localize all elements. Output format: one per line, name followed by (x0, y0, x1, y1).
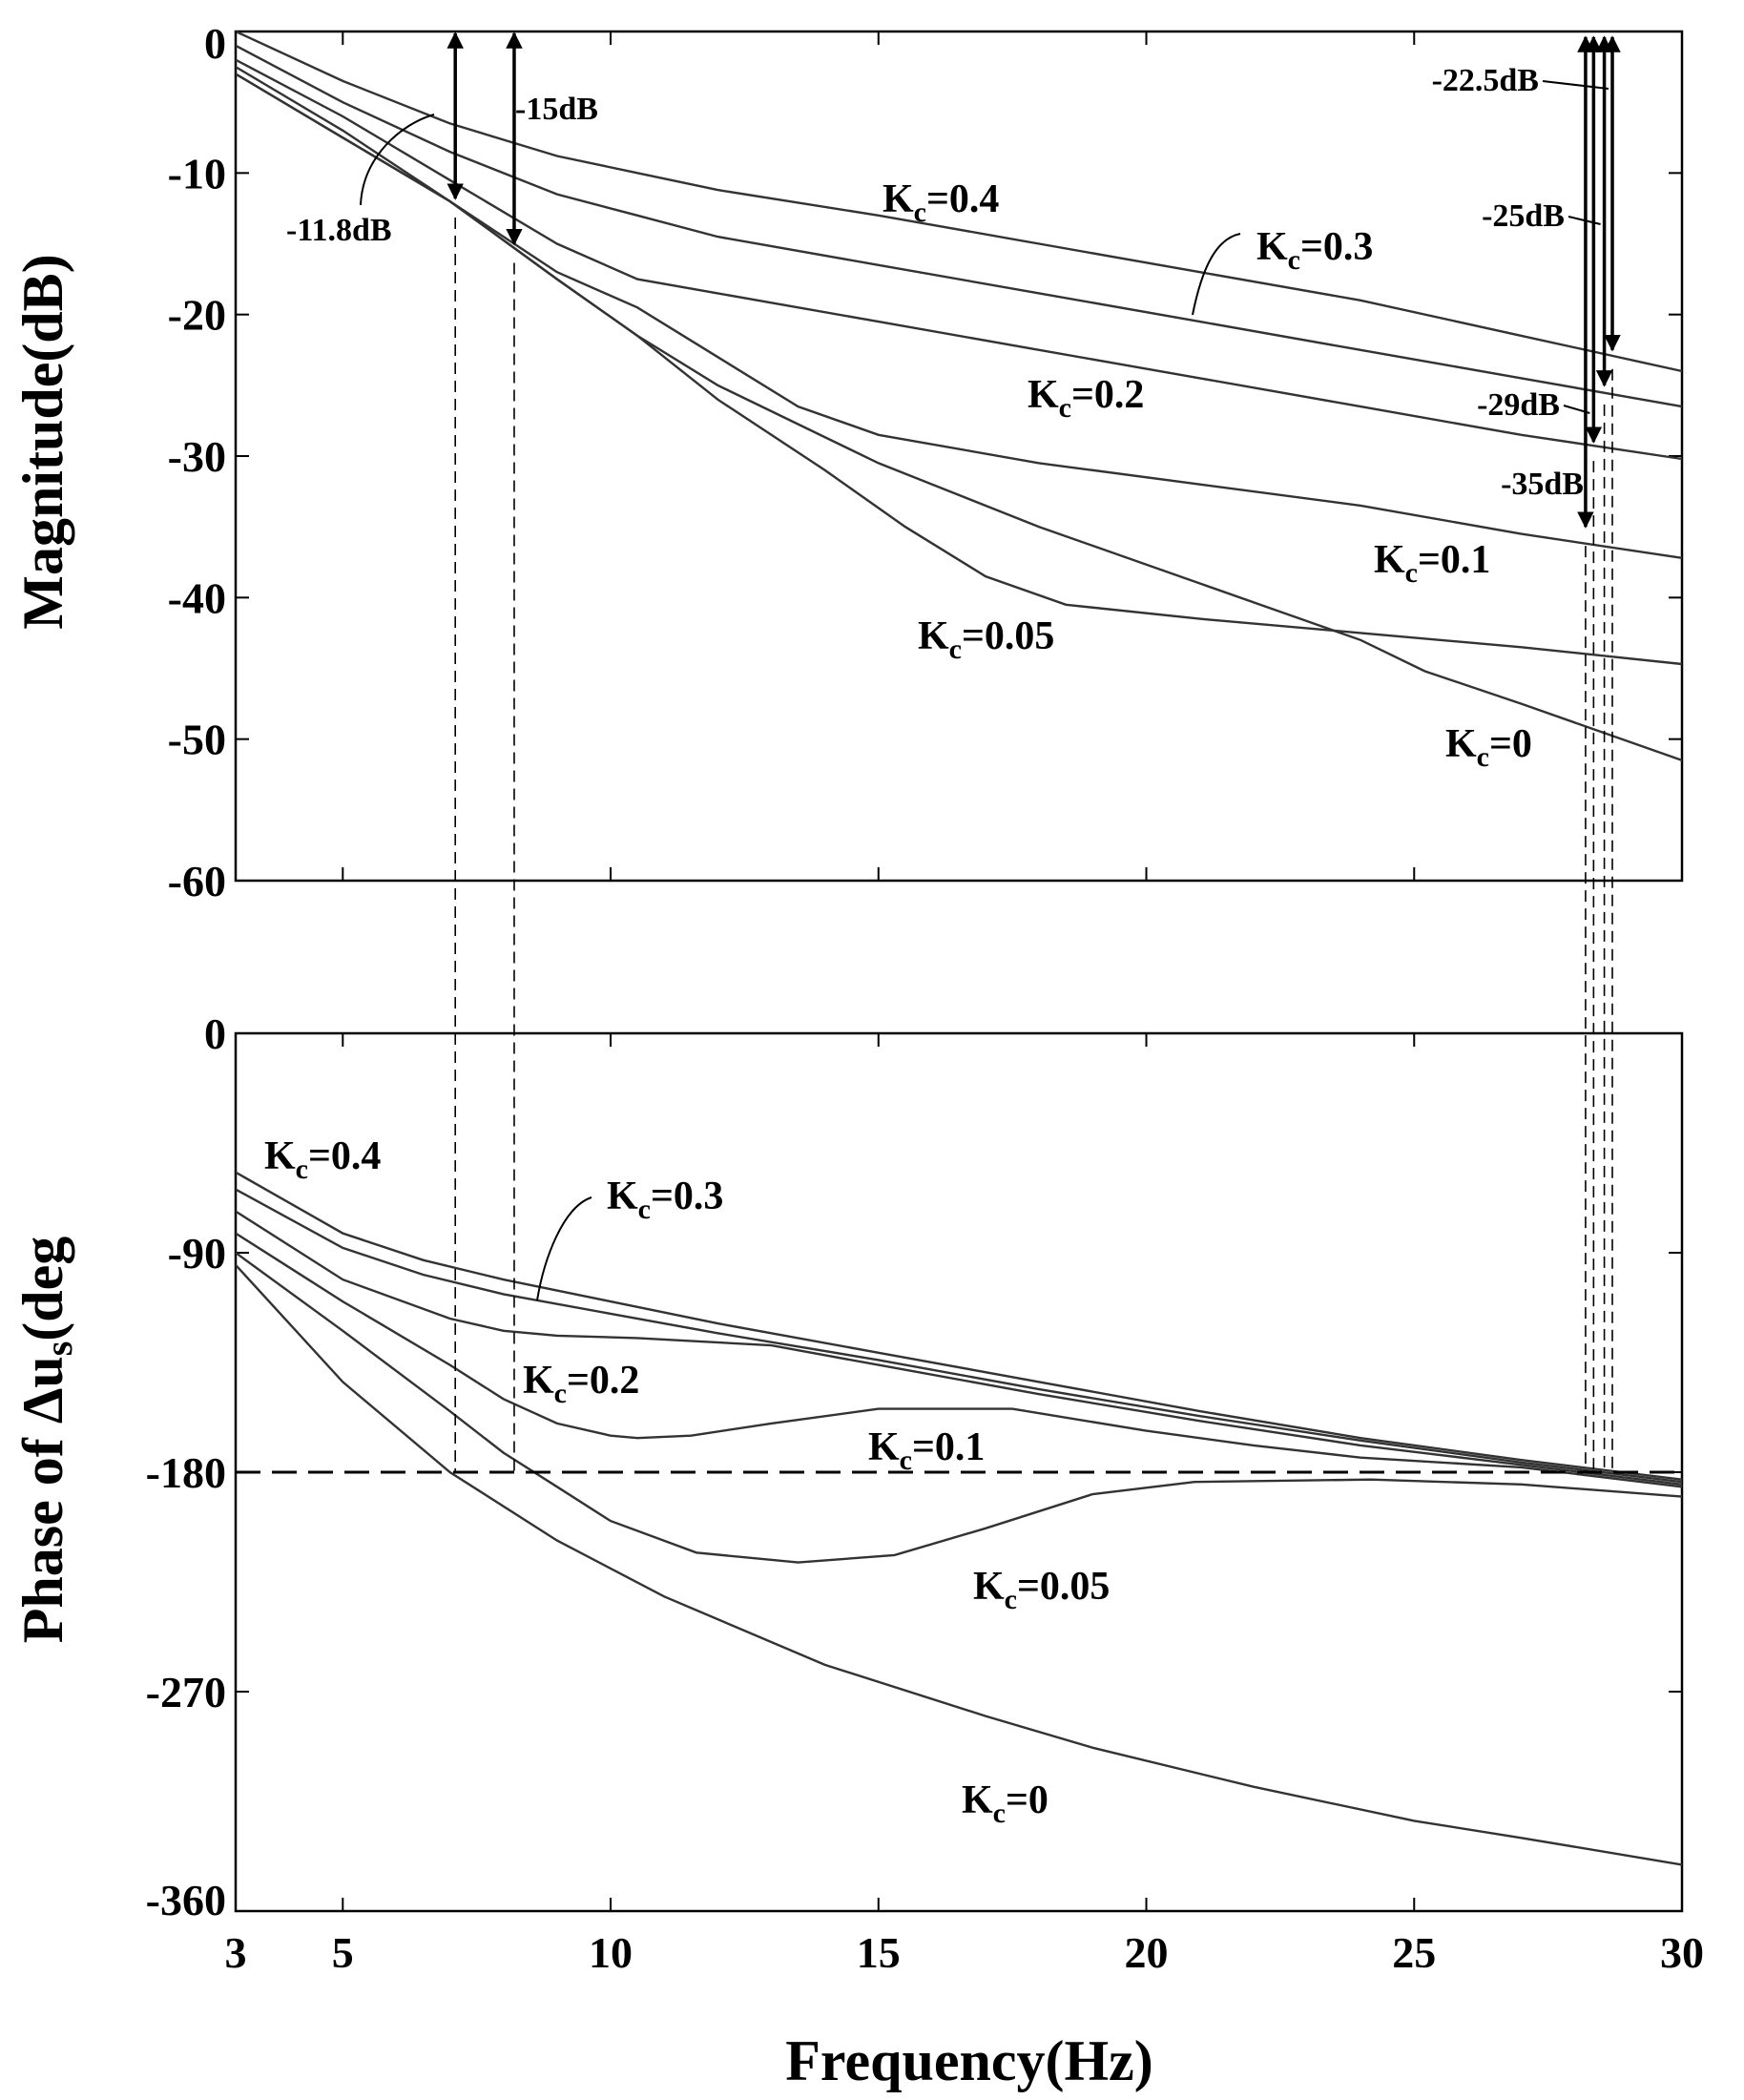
phase-axis-title: Phase of Δus(deg (11, 1237, 80, 1644)
x-tick-label: 10 (589, 1928, 633, 1977)
mag-y-tick-label: -40 (168, 573, 226, 622)
phase-kc03-leader (536, 1196, 592, 1301)
x-tick-label: 30 (1660, 1928, 1704, 1977)
phase-y-tick-label: -90 (168, 1229, 226, 1278)
mag-y-tick-label: -10 (168, 149, 226, 198)
phase-y-tick-label: -180 (146, 1448, 226, 1497)
magnitude-curve-kc-0-1 (235, 66, 1683, 559)
x-tick-label: 20 (1125, 1928, 1169, 1977)
phase-curve-kc-0-1 (235, 1232, 1683, 1488)
phase-label-kc-0-4: Kc=0.4 (264, 1134, 381, 1185)
frequency-axis-title: Frequency(Hz) (785, 2029, 1152, 2092)
phase-curve-kc-0-3 (235, 1188, 1683, 1484)
x-tick-label: 3 (225, 1928, 247, 1977)
x-tick-label: 25 (1392, 1928, 1436, 1977)
phase-curve-kc-0-05 (235, 1252, 1683, 1564)
phase-curve-kc-0-2 (235, 1210, 1683, 1486)
magnitude-label-kc-0-05: Kc=0.05 (918, 614, 1054, 665)
x-tick-label: 15 (857, 1928, 901, 1977)
gain-annotation-15db: -15dB (515, 92, 598, 127)
magnitude-label-kc-0-1: Kc=0.1 (1374, 538, 1490, 589)
magnitude-label-kc-0: Kc=0 (1445, 722, 1532, 773)
gain-annotation-high: -29dB (1477, 387, 1560, 423)
phase-label-kc-0: Kc=0 (962, 1778, 1048, 1829)
gain-annotation-leader (1542, 80, 1609, 90)
phase-frame (234, 1031, 1684, 1913)
gain-annotation-high: -25dB (1482, 198, 1565, 234)
mag-y-tick-label: -30 (168, 432, 226, 481)
mag-y-tick-label: -20 (168, 291, 226, 340)
magnitude-panel: 0 -10 -20 -30 -40 -50 -60 Kc=0.4 Kc=0.3 Kc=0.2 Kc=… (168, 19, 1684, 905)
magnitude-curve-kc-0-2 (235, 58, 1683, 461)
phase-y-tick-label: 0 (204, 1009, 226, 1058)
phase-label-kc-0-05: Kc=0.05 (973, 1565, 1110, 1615)
magnitude-label-kc-0-4: Kc=0.4 (882, 177, 999, 228)
mag-y-tick-label: 0 (204, 19, 226, 68)
phase-y-tick-label: -360 (146, 1876, 226, 1924)
magnitude-curve-kc-0 (235, 73, 1683, 762)
mag-kc03-leader (1192, 233, 1241, 316)
phase-label-kc-0-2: Kc=0.2 (523, 1359, 639, 1409)
frequency-axis: 3 5 10 15 20 25 30 (225, 31, 1704, 1977)
phase-panel: 0 -90 -180 -270 -360 Kc=0.4 Kc=0.3 Kc=0.2 Kc=0.1… (146, 1009, 1684, 1924)
phase-label-kc-0-1: Kc=0.1 (868, 1425, 985, 1476)
gain-annotation-leader (360, 114, 435, 206)
gain-annotation-high: -22.5dB (1432, 63, 1539, 98)
phase-label-kc-0-3: Kc=0.3 (607, 1175, 723, 1225)
x-tick-label: 5 (332, 1928, 354, 1977)
magnitude-label-kc-0-2: Kc=0.2 (1028, 373, 1144, 424)
gain-annotation-high: -35dB (1501, 467, 1584, 502)
magnitude-curve-kc-0-4 (235, 30, 1683, 373)
mag-y-tick-label: -50 (168, 716, 226, 764)
magnitude-label-kc-0-3: Kc=0.3 (1256, 225, 1373, 276)
mag-y-tick-label: -60 (168, 857, 226, 905)
magnitude-curve-kc-0-3 (235, 44, 1683, 408)
gain-annotation-11-8db: -11.8dB (286, 213, 392, 248)
phase-curve-kc-0-4 (235, 1171, 1683, 1481)
phase-curve-kc-0 (235, 1263, 1683, 1866)
phase-y-tick-label: -270 (146, 1668, 226, 1716)
magnitude-axis-title: Magnitude(dB) (11, 254, 74, 629)
